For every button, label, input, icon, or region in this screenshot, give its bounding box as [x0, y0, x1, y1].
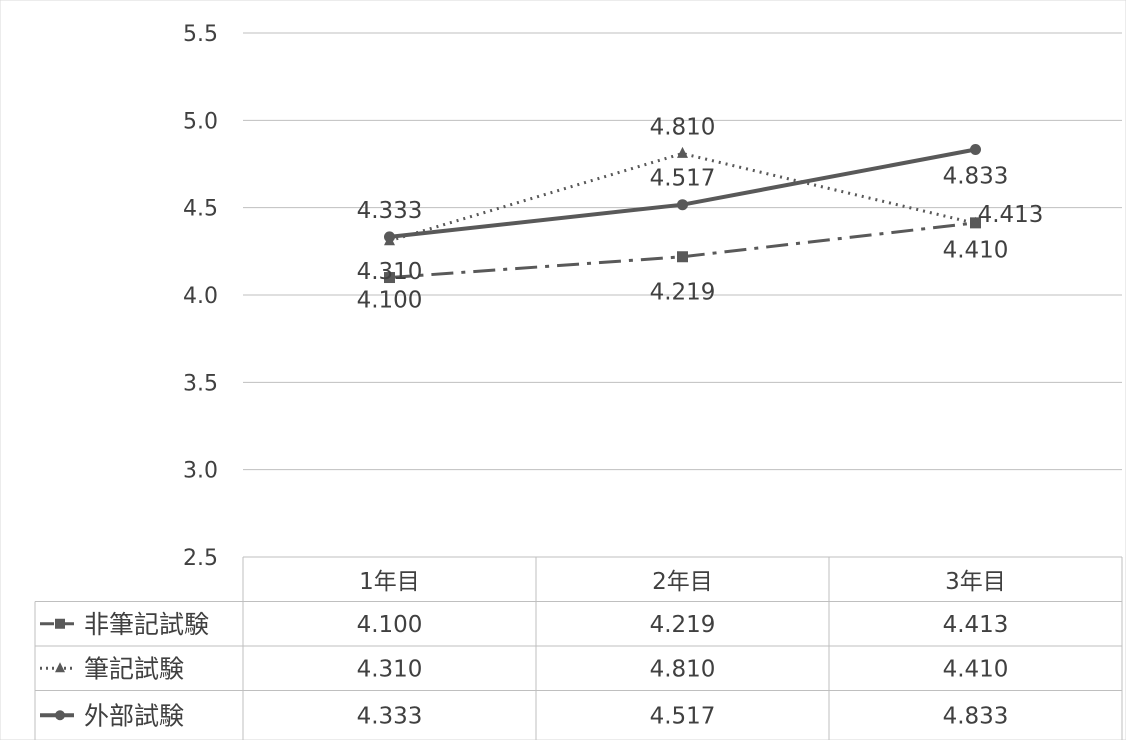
legend-key-square — [40, 618, 74, 629]
data-label: 4.517 — [650, 166, 716, 192]
table-cell-value: 4.310 — [357, 656, 423, 682]
y-tick-label: 5.5 — [183, 22, 218, 47]
series-lines — [384, 144, 981, 284]
series-name: 筆記試験 — [84, 654, 184, 683]
data-label: 4.100 — [357, 288, 423, 314]
series-name: 非筆記試験 — [84, 610, 209, 639]
table-cell-value: 4.100 — [357, 612, 423, 638]
y-tick-label: 4.0 — [183, 284, 218, 309]
y-tick-label: 2.5 — [183, 546, 218, 571]
data-point — [970, 216, 981, 228]
category-label: 1年目 — [359, 569, 420, 595]
table-cell-value: 4.833 — [943, 703, 1009, 729]
y-tick-label: 3.5 — [183, 371, 218, 396]
legend-marker — [55, 662, 65, 673]
data-label: 4.333 — [357, 198, 423, 224]
y-axis-ticks: 2.5 3.0 3.5 4.0 4.5 5.0 5.5 — [183, 22, 218, 571]
data-point — [384, 231, 395, 243]
y-tick-label: 3.0 — [183, 459, 218, 484]
data-labels: 4.100 4.219 4.413 4.310 4.810 4.410 4.333 4.517… — [357, 115, 1044, 314]
table-cell-value: 4.810 — [650, 656, 716, 682]
data-label: 4.833 — [943, 164, 1009, 190]
table-cell-value: 4.333 — [357, 703, 423, 729]
data-point — [384, 272, 395, 284]
table-cell-value: 4.219 — [650, 612, 716, 638]
data-label: 4.410 — [943, 237, 1009, 263]
legend-key-triangle — [40, 662, 74, 673]
data-label: 4.219 — [650, 280, 716, 306]
data-label: 4.413 — [978, 202, 1044, 228]
category-label: 2年目 — [652, 569, 713, 595]
table-cell-value: 4.410 — [943, 656, 1009, 682]
gridlines — [243, 32, 1122, 471]
series-line-square — [389, 221, 976, 280]
category-label: 3年目 — [945, 569, 1006, 595]
data-point — [677, 251, 688, 263]
legend-key-circle — [40, 710, 74, 721]
table-cell-value: 4.517 — [650, 703, 716, 729]
series-name: 外部試験 — [84, 701, 184, 730]
data-point — [677, 146, 688, 158]
legend-marker — [55, 710, 65, 721]
data-point — [970, 144, 981, 156]
y-tick-label: 4.5 — [183, 197, 218, 222]
data-label: 4.310 — [357, 259, 423, 285]
y-tick-label: 5.0 — [183, 109, 218, 134]
table-cell-value: 4.413 — [943, 612, 1009, 638]
legend-marker — [55, 618, 65, 629]
data-point — [677, 199, 688, 211]
data-label: 4.810 — [650, 115, 716, 141]
